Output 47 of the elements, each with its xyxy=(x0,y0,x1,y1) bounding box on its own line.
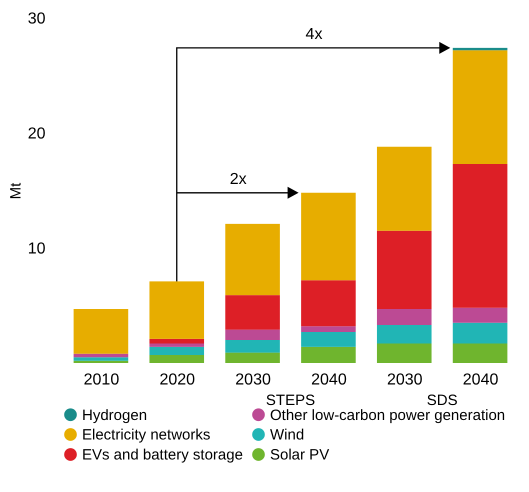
bar xyxy=(301,192,356,280)
bar xyxy=(452,343,508,363)
bar xyxy=(376,325,432,344)
annotation: 4x xyxy=(306,26,322,43)
bar xyxy=(149,338,204,344)
bar xyxy=(376,230,432,309)
bar xyxy=(301,346,356,363)
y-tick-label: 10 xyxy=(28,240,46,258)
y-tick-label: 20 xyxy=(28,126,46,142)
bar xyxy=(74,308,128,354)
bar xyxy=(376,308,432,326)
bar xyxy=(301,326,356,332)
legend-label: Other low-carbon power generation xyxy=(270,406,506,424)
text: SDS xyxy=(426,392,458,409)
legend-label: Hydrogen xyxy=(82,406,148,424)
bar xyxy=(225,295,280,330)
legend-label: EVs and battery storage xyxy=(82,446,243,464)
bar xyxy=(452,322,508,344)
x-tick-label: 2030 xyxy=(386,372,423,388)
bar xyxy=(301,280,356,326)
y-tick-label: 30 xyxy=(28,10,46,28)
bar xyxy=(149,346,204,355)
bar xyxy=(452,50,508,164)
x-tick-label: 2010 xyxy=(84,372,120,388)
bar xyxy=(301,332,356,347)
bar xyxy=(149,281,204,339)
annotation: 2x xyxy=(230,170,247,188)
y-axis-title: Mt xyxy=(8,182,25,200)
bar xyxy=(149,354,204,363)
legend-label: Solar PV xyxy=(270,446,330,464)
legend-label: Wind xyxy=(270,426,304,444)
text: STEPS xyxy=(266,392,316,409)
bar xyxy=(376,343,432,363)
bar xyxy=(225,352,280,363)
bar xyxy=(149,343,204,347)
x-tick-label: 2040 xyxy=(311,372,347,388)
x-tick-label: 2020 xyxy=(159,372,196,388)
bar xyxy=(225,224,280,296)
bar xyxy=(225,340,280,353)
legend-label: Electricity networks xyxy=(82,426,210,444)
bar xyxy=(452,308,508,323)
bar xyxy=(376,146,432,231)
bar xyxy=(74,354,128,358)
x-tick-label: 2030 xyxy=(235,372,271,388)
x-tick-label: 2040 xyxy=(462,372,498,388)
bar xyxy=(452,164,508,308)
bar xyxy=(225,330,280,340)
